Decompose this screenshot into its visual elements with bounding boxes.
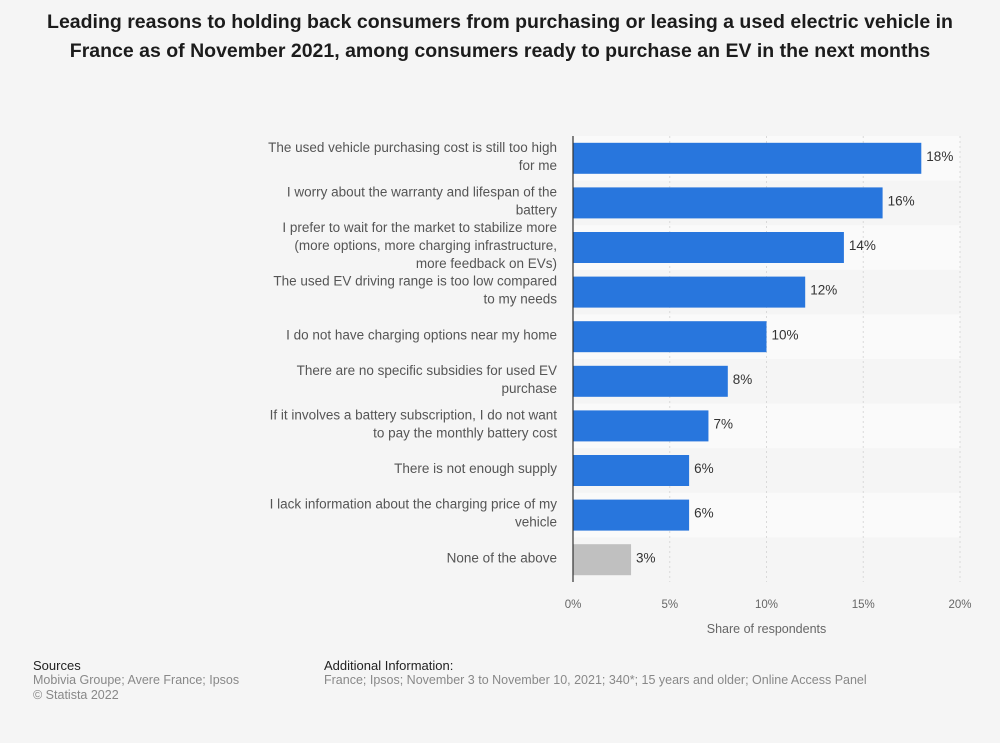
- value-label: 6%: [694, 461, 714, 476]
- value-label: 14%: [849, 238, 876, 253]
- category-label: None of the above: [447, 550, 557, 565]
- bar: [573, 187, 883, 219]
- category-label: I prefer to wait for the market to stabi…: [282, 220, 557, 271]
- category-label: The used EV driving range is too low com…: [273, 274, 557, 307]
- x-tick-label: 10%: [755, 599, 778, 611]
- bar: [573, 276, 806, 308]
- category-label-line: There is not enough supply: [394, 461, 557, 476]
- value-label: 10%: [772, 327, 799, 342]
- category-label-line: (more options, more charging infrastruct…: [294, 238, 557, 253]
- x-axis-title: Share of respondents: [707, 622, 827, 636]
- category-label-line: to my needs: [483, 292, 557, 307]
- chart-title: Leading reasons to holding back consumer…: [47, 11, 953, 62]
- sources-block: Sources Mobivia Groupe; Avere France; Ip…: [33, 658, 239, 703]
- category-label-line: purchase: [501, 381, 557, 396]
- value-label: 7%: [713, 416, 733, 431]
- category-label-line: None of the above: [447, 550, 557, 565]
- category-label-line: to pay the monthly battery cost: [373, 425, 557, 440]
- category-label-line: There are no specific subsidies for used…: [297, 363, 557, 378]
- additional-info-block: Additional Information: France; Ipsos; N…: [324, 658, 867, 688]
- sources-heading: Sources: [33, 658, 81, 673]
- category-label-line: more feedback on EVs): [416, 256, 557, 271]
- sources-line-1: Mobivia Groupe; Avere France; Ipsos: [33, 673, 240, 687]
- bar: [573, 544, 632, 576]
- x-tick-label: 15%: [852, 599, 875, 611]
- category-label-line: I do not have charging options near my h…: [286, 327, 557, 342]
- bar: [573, 410, 709, 442]
- category-label: The used vehicle purchasing cost is stil…: [268, 140, 557, 173]
- value-label: 18%: [926, 149, 953, 164]
- value-label: 12%: [810, 283, 837, 298]
- additional-info-heading: Additional Information:: [324, 658, 454, 673]
- bar: [573, 499, 690, 531]
- x-tick-label: 20%: [948, 599, 971, 611]
- bar: [573, 142, 922, 174]
- value-label: 16%: [888, 193, 915, 208]
- bar: [573, 232, 844, 263]
- sources-line-2: © Statista 2022: [33, 688, 119, 702]
- value-label: 8%: [733, 372, 753, 387]
- category-label-line: I prefer to wait for the market to stabi…: [282, 220, 557, 235]
- category-label-line: vehicle: [515, 515, 557, 530]
- bar: [573, 321, 767, 353]
- category-label: There is not enough supply: [394, 461, 557, 476]
- category-label-line: If it involves a battery subscription, I…: [270, 407, 558, 422]
- value-label: 3%: [636, 550, 656, 565]
- x-tick-label: 0%: [565, 599, 582, 611]
- bar-chart: 18% The used vehicle purchasing cost is s…: [268, 136, 972, 636]
- category-label: I worry about the warranty and lifespan …: [287, 184, 557, 217]
- value-label: 6%: [694, 506, 714, 521]
- category-label: There are no specific subsidies for used…: [297, 363, 557, 396]
- additional-info-text: France; Ipsos; November 3 to November 10…: [324, 673, 867, 687]
- category-label: If it involves a battery subscription, I…: [270, 407, 558, 440]
- category-label-line: for me: [519, 158, 557, 173]
- category-label-line: battery: [516, 202, 558, 217]
- category-label: I do not have charging options near my h…: [286, 327, 557, 342]
- bar: [573, 365, 728, 397]
- bar: [573, 455, 690, 486]
- category-label: I lack information about the charging pr…: [270, 497, 558, 530]
- x-tick-label: 5%: [661, 599, 678, 611]
- category-label-line: The used vehicle purchasing cost is stil…: [268, 140, 557, 155]
- category-label-line: I lack information about the charging pr…: [270, 497, 558, 512]
- category-label-line: The used EV driving range is too low com…: [273, 274, 557, 289]
- category-label-line: I worry about the warranty and lifespan …: [287, 184, 557, 199]
